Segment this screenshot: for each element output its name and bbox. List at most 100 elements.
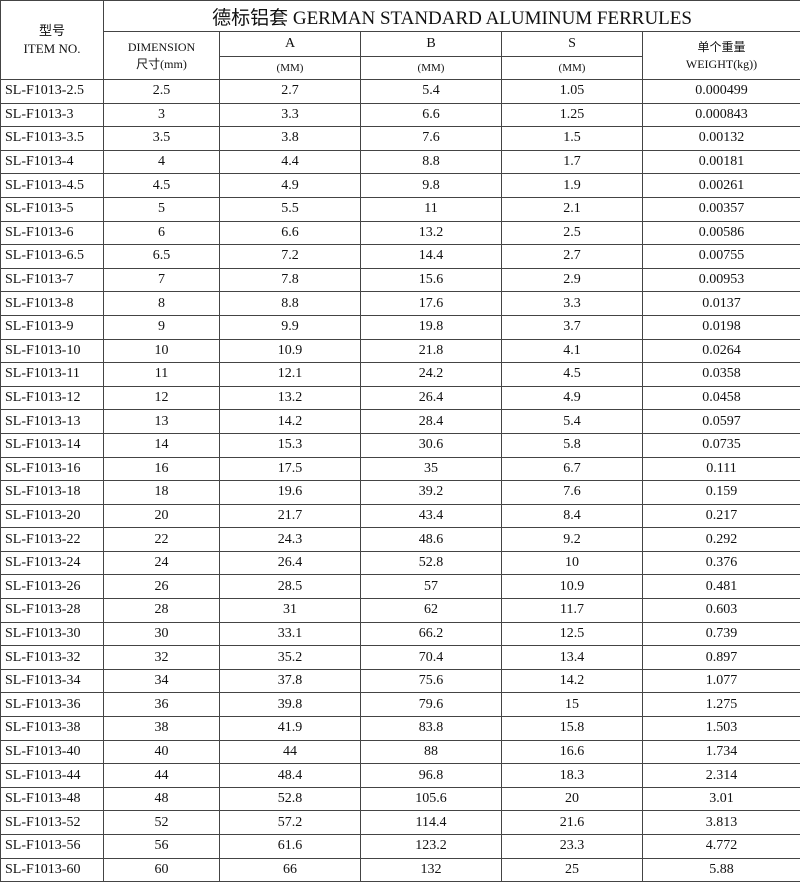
weight-cell: 1.503 — [641, 716, 800, 741]
a-value-cell: 48.4 — [219, 763, 361, 788]
table-row: SL-F1013-16 16 17.5 35 6.7 0.111 — [0, 456, 800, 482]
b-value-cell: 62 — [360, 598, 502, 623]
a-value-cell: 35.2 — [219, 645, 361, 670]
weight-cell: 0.0735 — [641, 432, 800, 458]
s-value-cell: 4.1 — [501, 338, 643, 364]
dimension-header: DIMENSION 尺寸(mm) — [103, 31, 220, 80]
dimension-cell: 24 — [103, 550, 220, 576]
item-no-cell: SL-F1013-7 — [0, 267, 104, 293]
a-value-cell: 66 — [219, 857, 361, 883]
b-value-cell: 132 — [360, 857, 502, 883]
dimension-cell: 32 — [103, 645, 220, 670]
weight-cell: 1.275 — [641, 692, 800, 718]
b-value-cell: 17.6 — [360, 291, 502, 316]
weight-cell: 0.217 — [641, 503, 800, 529]
a-value-cell: 4.4 — [219, 149, 361, 175]
b-value-cell: 43.4 — [360, 503, 502, 529]
a-value-cell: 2.7 — [219, 79, 361, 104]
b-value-cell: 8.8 — [360, 149, 502, 175]
a-value-cell: 28.5 — [219, 574, 361, 600]
weight-cell: 3.813 — [641, 810, 800, 835]
b-value-cell: 6.6 — [360, 102, 502, 128]
item-no-cell: SL-F1013-32 — [0, 645, 104, 670]
weight-cell: 0.00181 — [641, 149, 800, 175]
a-value-cell: 37.8 — [219, 668, 361, 694]
dimension-cell: 3 — [103, 102, 220, 128]
item-no-cell: SL-F1013-12 — [0, 385, 104, 411]
dimension-cell: 18 — [103, 480, 220, 505]
b-value-cell: 7.6 — [360, 126, 502, 151]
table-row: SL-F1013-36 36 39.8 79.6 15 1.275 — [0, 692, 800, 718]
a-value-cell: 52.8 — [219, 786, 361, 812]
a-value-cell: 57.2 — [219, 810, 361, 835]
table-row: SL-F1013-10 10 10.9 21.8 4.1 0.0264 — [0, 338, 800, 364]
b-value-cell: 11 — [360, 196, 502, 222]
b-value-cell: 48.6 — [360, 527, 502, 552]
s-value-cell: 23.3 — [501, 834, 643, 859]
a-value-cell: 26.4 — [219, 550, 361, 576]
dimension-cell: 20 — [103, 503, 220, 529]
b-value-cell: 26.4 — [360, 385, 502, 411]
item-no-cell: SL-F1013-4 — [0, 149, 104, 175]
item-no-cell: SL-F1013-10 — [0, 338, 104, 364]
b-value-cell: 39.2 — [360, 480, 502, 505]
a-value-cell: 41.9 — [219, 716, 361, 741]
b-value-cell: 30.6 — [360, 432, 502, 458]
b-value-cell: 35 — [360, 456, 502, 482]
item-no-cell: SL-F1013-9 — [0, 314, 104, 340]
weight-cell: 1.734 — [641, 739, 800, 765]
item-no-cell: SL-F1013-34 — [0, 668, 104, 694]
table-row: SL-F1013-40 40 44 88 16.6 1.734 — [0, 739, 800, 765]
dimension-cell: 56 — [103, 834, 220, 859]
weight-cell: 0.0358 — [641, 362, 800, 387]
item-no-cell: SL-F1013-18 — [0, 480, 104, 505]
b-value-cell: 75.6 — [360, 668, 502, 694]
b-value-cell: 21.8 — [360, 338, 502, 364]
dimension-cell: 40 — [103, 739, 220, 765]
b-value-cell: 114.4 — [360, 810, 502, 835]
item-no-cell: SL-F1013-8 — [0, 291, 104, 316]
weight-cell: 4.772 — [641, 834, 800, 859]
item-no-cell: SL-F1013-20 — [0, 503, 104, 529]
weight-cell: 0.00755 — [641, 244, 800, 269]
item-no-cell: SL-F1013-56 — [0, 834, 104, 859]
item-no-header-en: ITEM NO. — [23, 41, 81, 56]
dimension-cell: 52 — [103, 810, 220, 835]
dimension-cell: 2.5 — [103, 79, 220, 104]
dimension-cell: 38 — [103, 716, 220, 741]
table-row: SL-F1013-6 6 6.6 13.2 2.5 0.00586 — [0, 220, 800, 246]
item-no-header-cn: 型号 — [38, 23, 65, 38]
item-no-cell: SL-F1013-40 — [0, 739, 104, 765]
b-header: B — [360, 31, 502, 57]
b-value-cell: 123.2 — [360, 834, 502, 859]
item-no-cell: SL-F1013-5 — [0, 196, 104, 222]
item-no-cell: SL-F1013-16 — [0, 456, 104, 482]
weight-cell: 0.00132 — [641, 126, 800, 151]
b-value-cell: 66.2 — [360, 621, 502, 647]
s-value-cell: 12.5 — [501, 621, 643, 647]
s-value-cell: 15 — [501, 692, 643, 718]
table-row: SL-F1013-2.5 2.5 2.7 5.4 1.05 0.000499 — [0, 79, 800, 104]
table-row: SL-F1013-9 9 9.9 19.8 3.7 0.0198 — [0, 314, 800, 340]
weight-header-en: WEIGHT(kg)) — [685, 56, 758, 71]
s-value-cell: 5.8 — [501, 432, 643, 458]
table-row: SL-F1013-7 7 7.8 15.6 2.9 0.00953 — [0, 267, 800, 293]
weight-cell: 0.0264 — [641, 338, 800, 364]
a-value-cell: 5.5 — [219, 196, 361, 222]
s-value-cell: 6.7 — [501, 456, 643, 482]
s-value-cell: 15.8 — [501, 716, 643, 741]
dimension-cell: 11 — [103, 362, 220, 387]
dimension-cell: 16 — [103, 456, 220, 482]
a-value-cell: 31 — [219, 598, 361, 623]
item-no-header: 型号 ITEM NO. — [0, 0, 104, 80]
table-row: SL-F1013-56 56 61.6 123.2 23.3 4.772 — [0, 834, 800, 859]
a-value-cell: 33.1 — [219, 621, 361, 647]
table-row: SL-F1013-34 34 37.8 75.6 14.2 1.077 — [0, 668, 800, 694]
dimension-cell: 30 — [103, 621, 220, 647]
s-value-cell: 3.3 — [501, 291, 643, 316]
item-no-cell: SL-F1013-44 — [0, 763, 104, 788]
table-row: SL-F1013-60 60 66 132 25 5.88 — [0, 857, 800, 883]
s-value-cell: 4.9 — [501, 385, 643, 411]
s-value-cell: 5.4 — [501, 409, 643, 434]
